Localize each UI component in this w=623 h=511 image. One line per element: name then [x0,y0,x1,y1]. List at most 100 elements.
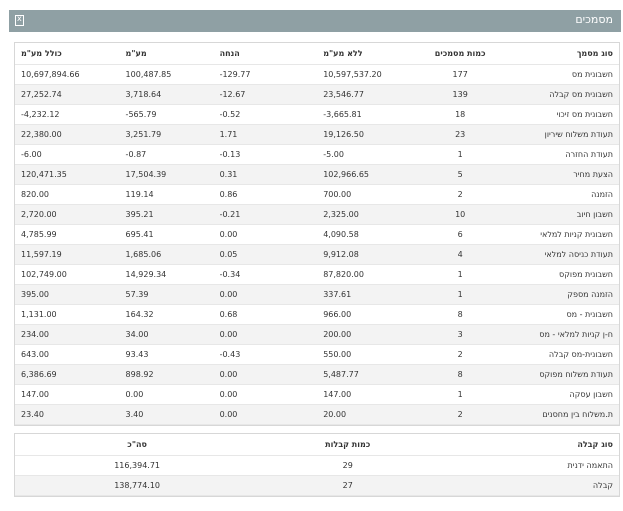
table-cell: 643.00 [15,344,120,365]
table-cell: 4 [408,244,512,265]
documents-table: סוג מסמך כמות מסמכים ללא מע"מ הנחה מע"מ … [14,42,620,426]
col-incl-vat[interactable]: כולל מע"מ [15,43,120,65]
table-row[interactable]: תעודת כניסה למלאי 4 9,912.08 0.05 1,685.06 11… [15,244,619,265]
table-cell: 1,131.00 [15,304,120,325]
table-cell: 10,697,894.66 [15,64,120,85]
table-cell: 395.00 [15,284,120,305]
table-row[interactable]: הזמנה 2 700.00 0.86 119.14 820.00 [15,184,619,205]
table-row[interactable]: חשבונית מס זיכוי 18 3,665.81- 0.52- 565.79- 4… [15,104,619,125]
table-cell: 1 [408,144,512,165]
table-cell: 34.00 [119,324,214,345]
table-cell: 200.00 [317,324,409,345]
table-row[interactable]: תעודת משלוח מפוקס 8 5,487.77 0.00 898.92 6,38… [15,364,619,385]
table-row[interactable]: חשבון חיוב 10 2,325.00 0.21- 395.21 2,720.00 [15,204,619,225]
table-row[interactable]: חשבונית מס 177 10,597,537.20 129.77- 100,487… [15,64,619,85]
table-cell: 4,785.99 [15,224,120,245]
table-cell: תעודת משלוח מפוקס [511,364,619,385]
table-cell: תעודת כניסה למלאי [511,244,619,265]
excel-export-icon[interactable] [15,14,24,26]
table-row[interactable]: חשבונית מפוקס 1 87,820.00 0.34- 14,929.34 102… [15,264,619,285]
table-cell: 27,252.74 [15,84,120,105]
table-cell: 700.00 [317,184,409,205]
table-cell: 3.40 [119,404,214,425]
table-cell: 29 [259,455,437,476]
table-cell: 0.52- [213,104,318,125]
col-before-vat[interactable]: ללא מע"מ [317,43,409,65]
table-cell: 3,718.64 [119,84,214,105]
col-receipt-count[interactable]: כמות קבלות [259,434,437,456]
table-row[interactable]: חשבון עסקה 1 147.00 0.00 0.00 147.00 [15,384,619,405]
table-cell: חשבונית קניות למלאי [511,224,619,245]
table-cell: 23,546.77 [317,84,409,105]
table-cell: חשבון עסקה [511,384,619,405]
table-cell: 129.77- [213,64,318,85]
table-cell: 14,929.34 [119,264,214,285]
table-cell: 0.87- [119,144,214,165]
table-cell: הזמנה מספק [511,284,619,305]
table-cell: 20.00 [317,404,409,425]
table-cell: 0.43- [213,344,318,365]
table-row[interactable]: הצעת מחיר 5 102,966.65 0.31 17,504.39 120,471… [15,164,619,185]
table-cell: 550.00 [317,344,409,365]
table-cell: 4,090.58 [317,224,409,245]
table-cell: 116,394.71 [15,455,260,476]
table-cell: 164.32 [119,304,214,325]
table-cell: חשבונית - מס [511,304,619,325]
col-receipt-total[interactable]: סה"כ [15,434,260,456]
table-row[interactable]: הזמנה מספק 1 337.61 0.00 57.39 395.00 [15,284,619,305]
table-cell: 11,597.19 [15,244,120,265]
table-cell: חשבון חיוב [511,204,619,225]
table-cell: 3,665.81- [317,104,409,125]
table-cell: 9,912.08 [317,244,409,265]
table-cell: 0.00 [213,384,318,405]
table-cell: 57.39 [119,284,214,305]
table-cell: 0.86 [213,184,318,205]
table-cell: 1,685.06 [119,244,214,265]
col-receipt-type[interactable]: סוג קבלה [436,434,619,456]
documents-table-header-row: סוג מסמך כמות מסמכים ללא מע"מ הנחה מע"מ … [15,43,619,65]
receipts-table: סוג קבלה כמות קבלות סה"כ התאמה ידנית 29 11… [14,433,620,497]
table-cell: 6,386.69 [15,364,120,385]
table-row[interactable]: קבלה 27 138,774.10 [15,475,619,496]
table-cell: 0.00 [213,404,318,425]
table-cell: 147.00 [317,384,409,405]
table-cell: 177 [408,64,512,85]
table-cell: חשבונית מס זיכוי [511,104,619,125]
col-doc-type[interactable]: סוג מסמך [511,43,619,65]
table-row[interactable]: תעודת החזרה 1 5.00- 0.13- 0.87- 6.00- [15,144,619,165]
table-row[interactable]: התאמה ידנית 29 116,394.71 [15,455,619,476]
table-cell: 93.43 [119,344,214,365]
table-cell: 6.00- [15,144,120,165]
table-cell: תעודת החזרה [511,144,619,165]
table-cell: 119.14 [119,184,214,205]
table-cell: 1.71 [213,124,318,145]
table-row[interactable]: חשבונית מס קבלה 139 23,546.77 12.67- 3,718.6… [15,84,619,105]
table-cell: 0.00 [213,284,318,305]
table-cell: ח-ן קניות למלאי - מס [511,324,619,345]
table-row[interactable]: חשבונית-מס קבלה 2 550.00 0.43- 93.43 643.00 [15,344,619,365]
table-cell: 19,126.50 [317,124,409,145]
table-row[interactable]: חשבונית קניות למלאי 6 4,090.58 0.00 695.41 4,… [15,224,619,245]
table-row[interactable]: ת.משלוח בין מחסנים 2 20.00 0.00 3.40 23.40 [15,404,619,425]
table-cell: ת.משלוח בין מחסנים [511,404,619,425]
table-cell: הצעת מחיר [511,164,619,185]
table-row[interactable]: חשבונית - מס 8 966.00 0.68 164.32 1,131.00 [15,304,619,325]
col-doc-count[interactable]: כמות מסמכים [408,43,512,65]
table-row[interactable]: תעודת משלוח שיריון 23 19,126.50 1.71 3,251.7… [15,124,619,145]
table-cell: 2 [408,344,512,365]
table-cell: 1 [408,284,512,305]
table-cell: תעודת משלוח שיריון [511,124,619,145]
table-cell: 102,966.65 [317,164,409,185]
receipts-table-header-row: סוג קבלה כמות קבלות סה"כ [15,434,619,456]
table-cell: 0.00 [213,224,318,245]
table-cell: 5,487.77 [317,364,409,385]
documents-header: מסמכים [9,10,621,32]
table-row[interactable]: ח-ן קניות למלאי - מס 3 200.00 0.00 34.00 234.… [15,324,619,345]
table-cell: 966.00 [317,304,409,325]
table-cell: 0.34- [213,264,318,285]
table-cell: 234.00 [15,324,120,345]
table-cell: 0.21- [213,204,318,225]
table-cell: 5.00- [317,144,409,165]
col-vat[interactable]: מע"מ [119,43,214,65]
col-discount[interactable]: הנחה [213,43,318,65]
